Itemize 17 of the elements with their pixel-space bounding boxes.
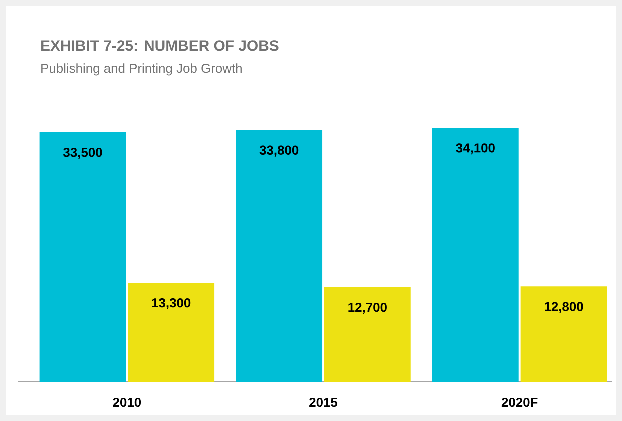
data-label: 13,300 [152, 298, 191, 310]
chart-title: EXHIBIT 7-25: NUMBER OF JOBS [42, 40, 279, 52]
data-label: 33,800 [260, 146, 299, 157]
chart-subtitle: Publishing and Printing Job Growth [42, 64, 242, 76]
bar [432, 128, 519, 382]
x-tick-label: 2015 [310, 398, 338, 408]
bar [40, 132, 126, 382]
data-label: 12,800 [545, 302, 584, 314]
data-label: 33,500 [63, 148, 102, 160]
bar [128, 282, 215, 382]
bar [324, 287, 411, 382]
bar [236, 130, 323, 382]
bar [520, 286, 608, 382]
data-label: 12,700 [348, 302, 387, 314]
x-tick-label: 2010 [113, 398, 142, 408]
data-label: 34,100 [456, 144, 495, 155]
x-tick-label: 2020F [502, 398, 538, 408]
